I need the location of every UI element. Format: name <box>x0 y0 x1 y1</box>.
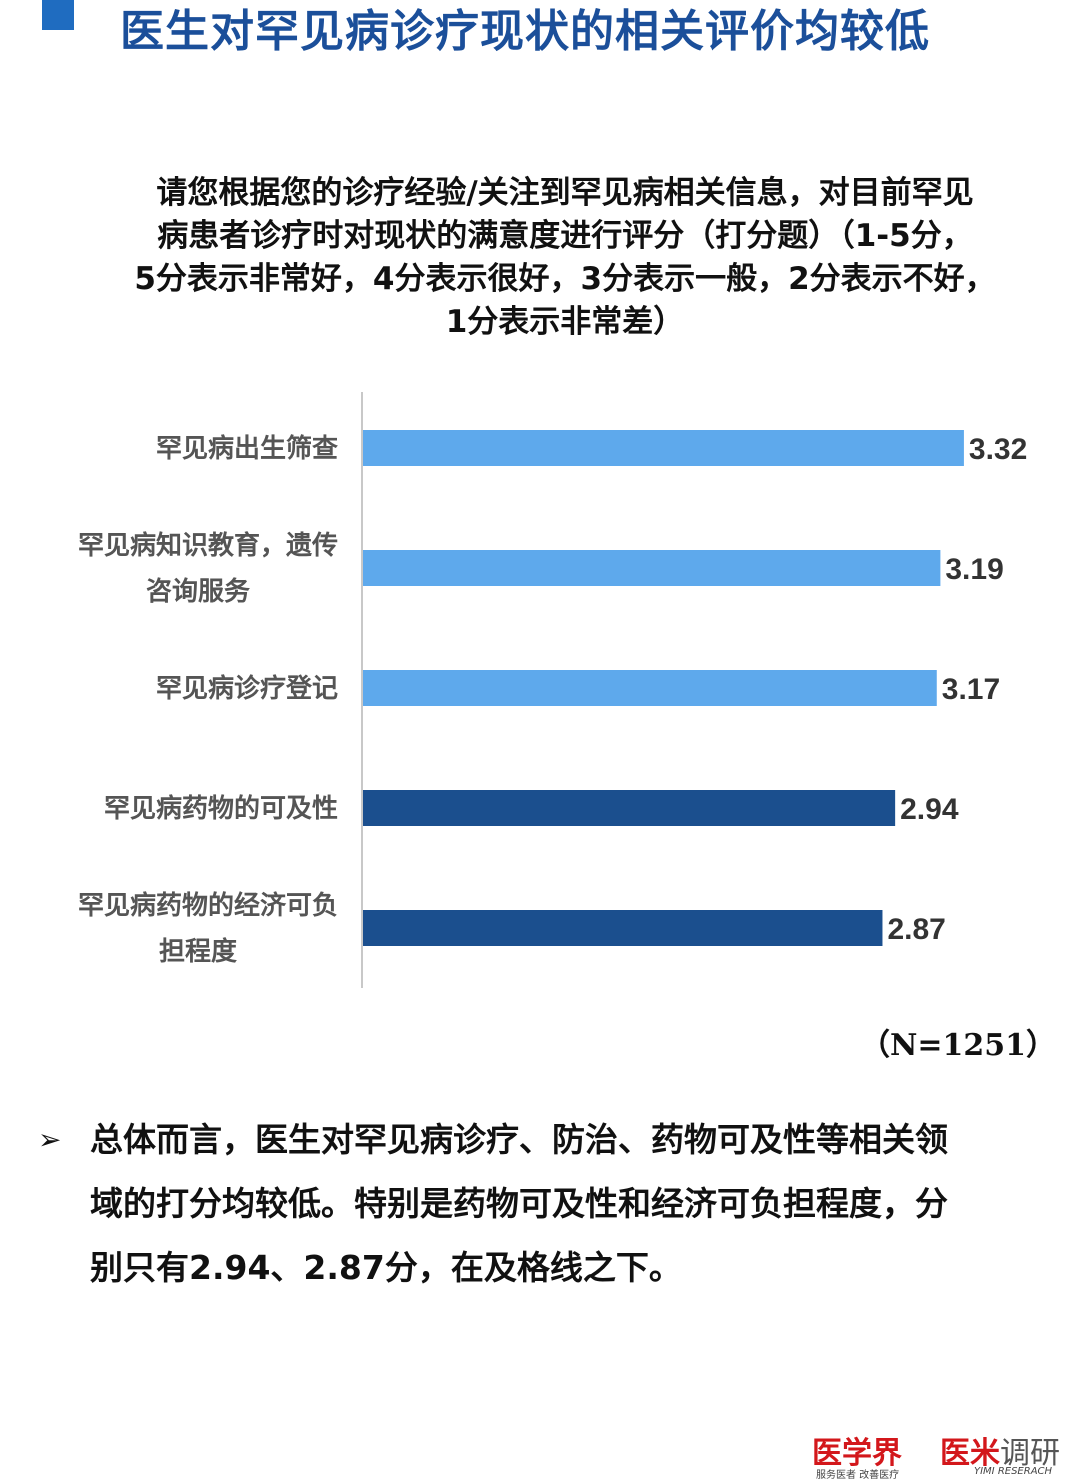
conclusion-text: 总体而言，医生对罕见病诊疗、防治、药物可及性等相关领 域的打分均较低。特别是药物… <box>90 1108 1048 1300</box>
yimi-research-logo: 医米调研 <box>940 1428 1060 1472</box>
value-label-2: 3.19 <box>945 553 1003 586</box>
title-marker-square <box>42 0 74 30</box>
conclusion-line: 总体而言，医生对罕见病诊疗、防治、药物可及性等相关领 <box>90 1120 948 1159</box>
survey-question: 请您根据您的诊疗经验/关注到罕见病相关信息，对目前罕见 病患者诊疗时对现状的满意… <box>70 172 1060 344</box>
category-label-2: 罕见病知识教育，遗传 <box>78 530 338 561</box>
question-line: 5分表示非常好，4分表示很好，3分表示一般，2分表示不好， <box>134 261 996 297</box>
question-line: 请您根据您的诊疗经验/关注到罕见病相关信息，对目前罕见 <box>156 175 974 211</box>
question-line: 1分表示非常差） <box>445 304 685 340</box>
category-label-2: 咨询服务 <box>146 576 250 607</box>
yixuejie-logo: 医学界 <box>812 1436 902 1471</box>
bar-4 <box>363 790 896 826</box>
value-label-4: 2.94 <box>900 793 959 826</box>
yimi-logo-main: 医米 <box>940 1436 1000 1471</box>
value-label-5: 2.87 <box>887 913 945 946</box>
yixuejie-slogan: 服务医者 改善医疗 <box>816 1470 900 1481</box>
category-label-5: 担程度 <box>159 936 237 967</box>
bar-3 <box>363 670 937 706</box>
arrow-bullet-icon: ➢ <box>38 1123 62 1156</box>
category-label-4: 罕见病药物的可及性 <box>104 793 338 824</box>
bar-1 <box>363 430 964 466</box>
conclusion-line: 域的打分均较低。特别是药物可及性和经济可负担程度，分 <box>90 1184 948 1223</box>
value-label-1: 3.32 <box>969 433 1027 466</box>
category-label-5: 罕见病药物的经济可负 <box>78 890 338 921</box>
yimi-research-subtitle: YIMI RESERACH <box>974 1466 1053 1477</box>
yimi-logo-rest: 调研 <box>1000 1436 1060 1471</box>
category-label-1: 罕见病出生筛查 <box>156 433 338 464</box>
bar-5 <box>363 910 883 946</box>
sample-size-note: （N=1251） <box>860 1028 1057 1063</box>
bar-2 <box>363 550 941 586</box>
page-title: 医生对罕见病诊疗现状的相关评价均较低 <box>120 6 930 57</box>
category-label-3: 罕见病诊疗登记 <box>156 673 338 704</box>
question-line: 病患者诊疗时对现状的满意度进行评分（打分题）（1-5分， <box>157 218 973 254</box>
conclusion-line: 别只有2.94、2.87分，在及格线之下。 <box>90 1248 682 1287</box>
value-label-3: 3.17 <box>942 673 1000 706</box>
